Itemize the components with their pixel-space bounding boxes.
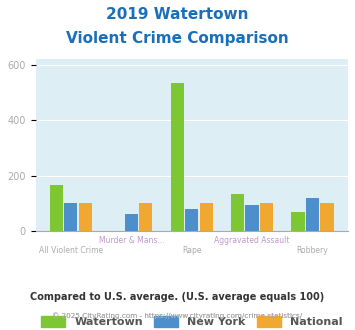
Bar (291, 212, 305, 231)
Bar (125, 214, 138, 231)
Text: All Violent Crime: All Violent Crime (39, 246, 103, 255)
Text: Compared to U.S. average. (U.S. average equals 100): Compared to U.S. average. (U.S. average … (31, 292, 324, 302)
Text: Violent Crime Comparison: Violent Crime Comparison (66, 31, 289, 46)
Bar (170, 83, 184, 231)
Text: © 2025 CityRating.com - https://www.cityrating.com/crime-statistics/: © 2025 CityRating.com - https://www.city… (53, 312, 302, 318)
Legend: Watertown, New York, National: Watertown, New York, National (37, 312, 347, 330)
Bar (200, 203, 213, 231)
Bar (139, 203, 152, 231)
Bar (231, 194, 244, 231)
Bar (245, 205, 259, 231)
Bar (260, 203, 273, 231)
Text: Aggravated Assault: Aggravated Assault (214, 236, 290, 245)
Text: Rape: Rape (182, 246, 201, 255)
Bar (306, 198, 319, 231)
Bar (79, 203, 92, 231)
Bar (321, 203, 334, 231)
Bar (64, 203, 77, 231)
Text: © 2025 CityRating.com -: © 2025 CityRating.com - (0, 329, 1, 330)
Bar (185, 209, 198, 231)
Text: © 2025 CityRating.com - https://www.cityrating.com/crime-statistics/: © 2025 CityRating.com - https://www.city… (0, 329, 1, 330)
Text: Robbery: Robbery (297, 246, 328, 255)
Text: © 2025 CityRating.com - https://www.cityrating.com/crime-statistics/: © 2025 CityRating.com - https://www.city… (53, 312, 302, 318)
Bar (50, 185, 63, 231)
Text: Murder & Mans...: Murder & Mans... (99, 236, 164, 245)
Text: 2019 Watertown: 2019 Watertown (106, 7, 249, 21)
